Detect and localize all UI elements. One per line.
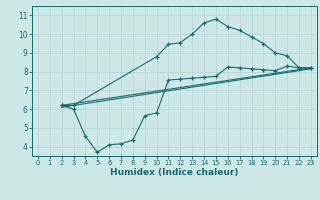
X-axis label: Humidex (Indice chaleur): Humidex (Indice chaleur) xyxy=(110,168,239,177)
